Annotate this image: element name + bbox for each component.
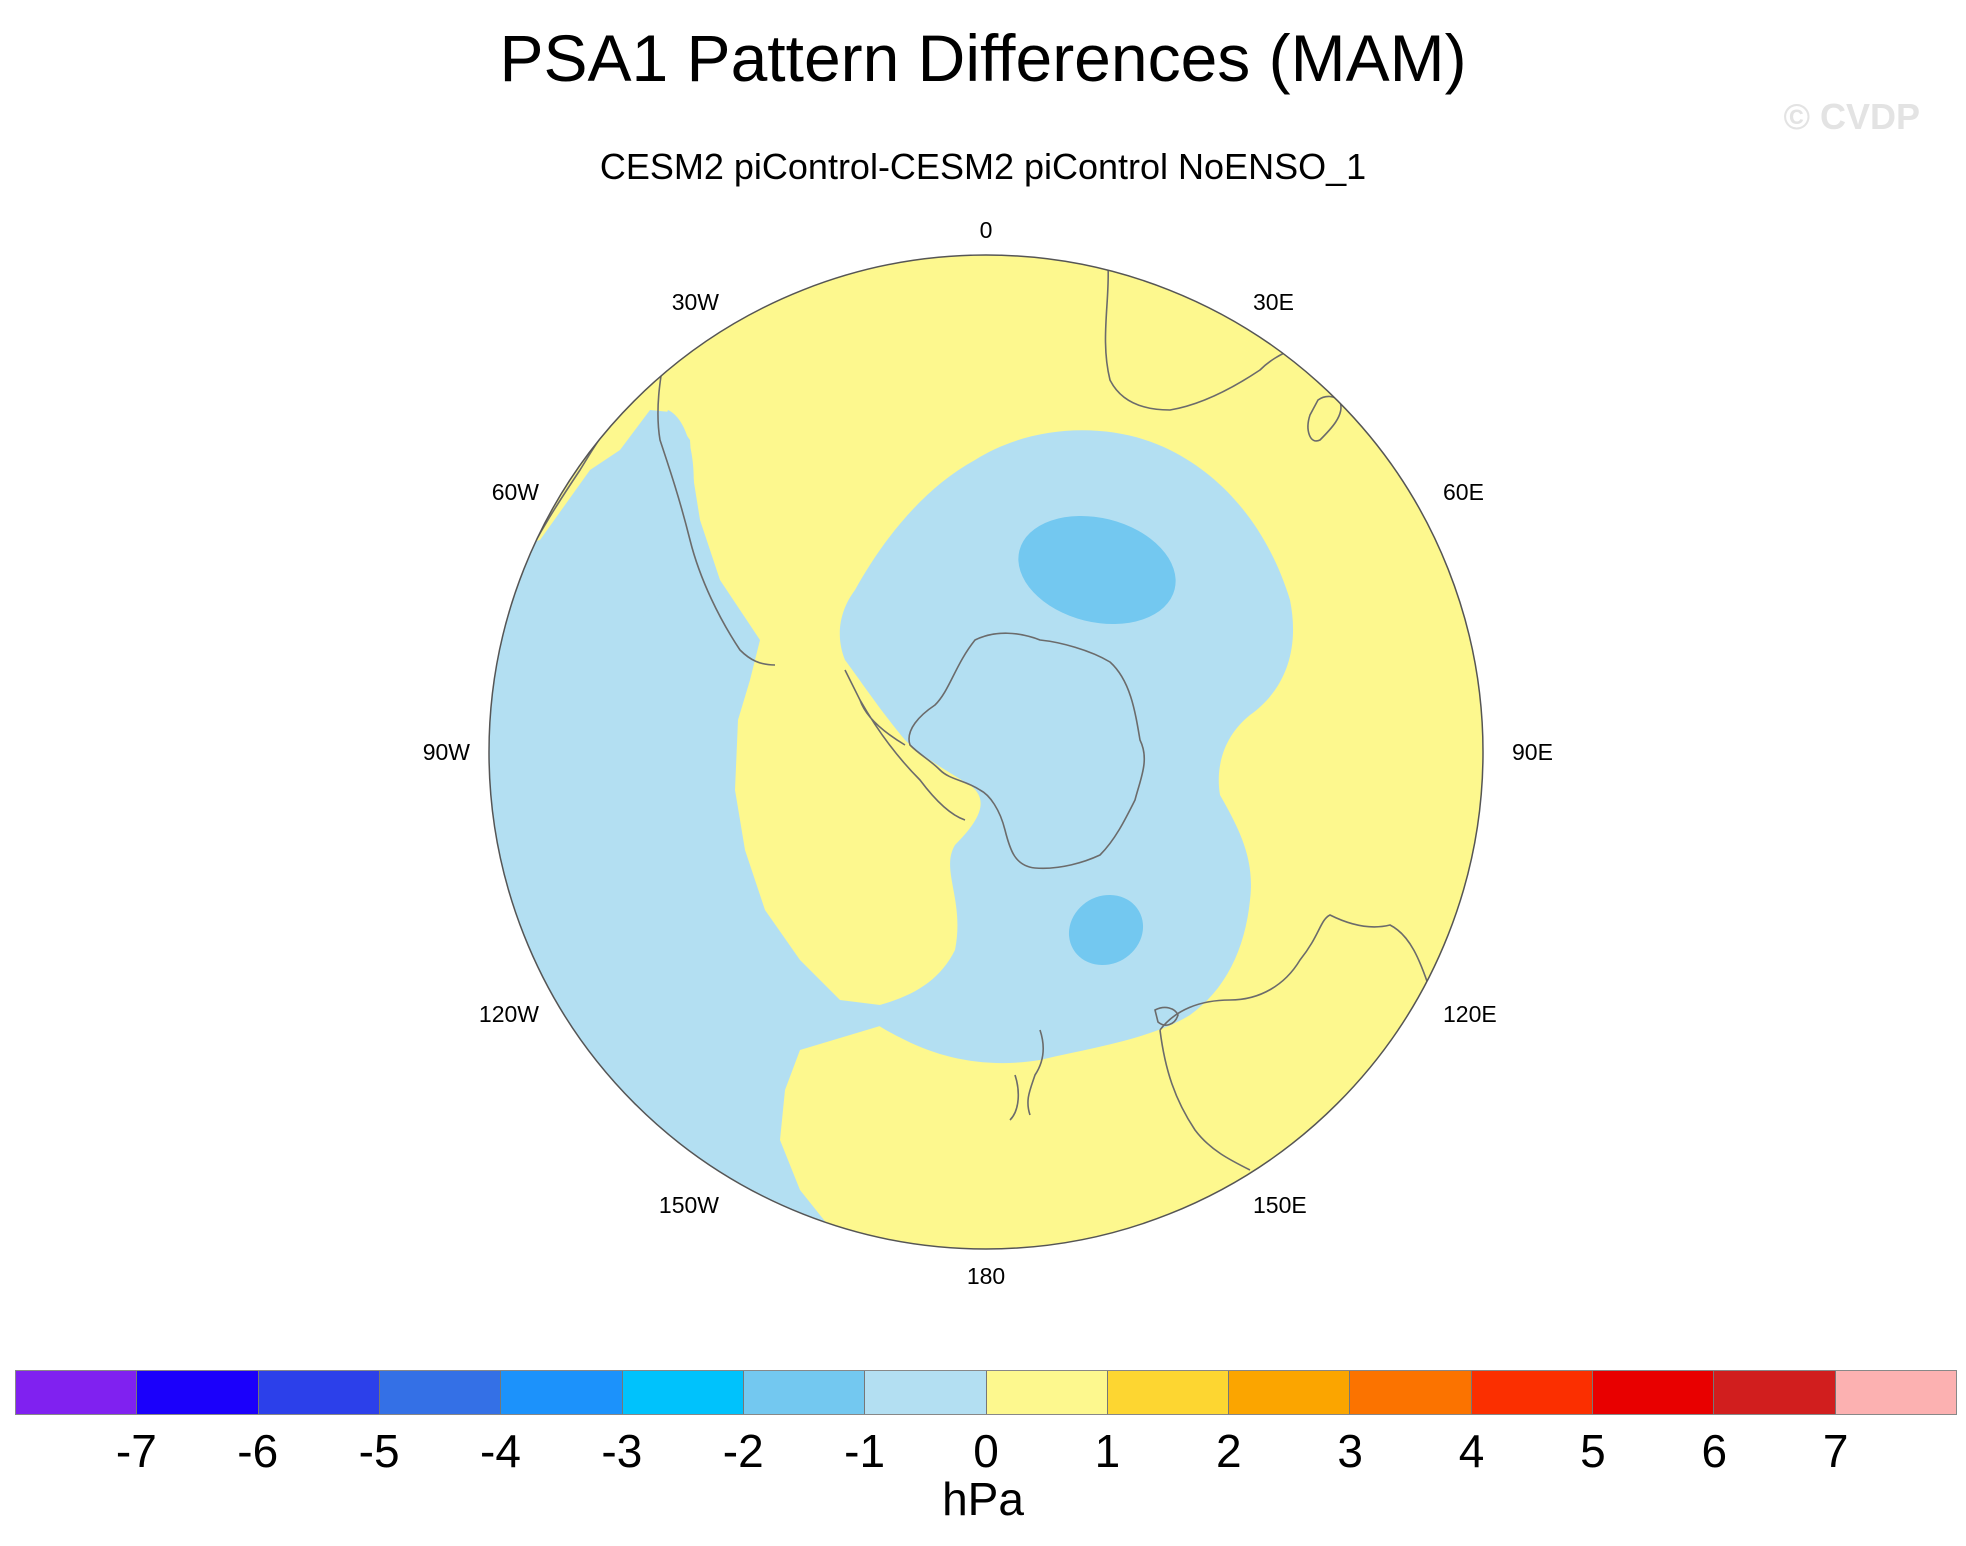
lon-label-0: 0 [980, 217, 993, 243]
africa-coast [1104, 264, 1291, 411]
colorbar-box [1229, 1371, 1351, 1414]
colorbar-tick: -3 [601, 1425, 643, 1477]
colorbar-tick: 4 [1458, 1425, 1485, 1477]
lon-label-150w: 150W [659, 1192, 719, 1218]
madagascar-coast [1307, 395, 1342, 442]
polar-map: 0 30E 60E 90E 120E 150E 180 150W 120W 90… [423, 217, 1553, 1289]
antarctica-coast [908, 632, 1146, 870]
colorbar-box [1835, 1371, 1956, 1414]
plot-subtitle: CESM2 piControl-CESM2 piControl NoENSO_1 [599, 146, 1367, 187]
lon-label-90e: 90E [1512, 739, 1553, 765]
colorbar-tick: 5 [1580, 1425, 1606, 1477]
colorbar-tick: 1 [1094, 1425, 1121, 1477]
colorbar-box [258, 1371, 380, 1414]
colorbar-box [16, 1371, 138, 1414]
colorbar-tick: 2 [1215, 1425, 1242, 1477]
colorbar-box [743, 1371, 866, 1414]
antarctic-peninsula [844, 669, 966, 821]
colorbar-tick: -4 [480, 1425, 521, 1477]
lon-label-120w: 120W [479, 1001, 539, 1027]
colorbar-box [1107, 1371, 1230, 1414]
colorbar-box [865, 1371, 987, 1414]
colorbar-box [137, 1371, 259, 1414]
lon-label-90w: 90W [423, 739, 471, 765]
colorbar [15, 1370, 1957, 1415]
colorbar-ticks: -7 -6 -5 -4 -3 -2 -1 0 1 2 3 4 5 6 7 [0, 1424, 1966, 1484]
colorbar-box [1593, 1371, 1715, 1414]
tasmania-coast [1154, 1006, 1179, 1026]
colorbar-tick: 7 [1822, 1425, 1849, 1477]
cvdp-watermark: © CVDP [1783, 96, 1920, 137]
lon-label-180: 180 [967, 1263, 1005, 1289]
colorbar-units: hPa [942, 1473, 1024, 1525]
colorbar-box [622, 1371, 744, 1414]
longitude-labels: 0 30E 60E 90E 120E 150E 180 150W 120W 90… [423, 217, 1553, 1289]
colorbar-box [1714, 1371, 1836, 1414]
colorbar-box [501, 1371, 623, 1414]
colorbar-box [379, 1371, 502, 1414]
plot-title: PSA1 Pattern Differences (MAM) [499, 21, 1467, 95]
lon-label-120e: 120E [1443, 1001, 1497, 1027]
field-negative-central [839, 430, 1294, 1064]
field-negative-strong-east [1018, 515, 1176, 625]
colorbar-box [986, 1371, 1108, 1414]
lon-label-60e: 60E [1443, 479, 1484, 505]
colorbar-box [1350, 1371, 1472, 1414]
new-zealand-coast [1009, 1029, 1045, 1121]
lon-label-30w: 30W [672, 289, 720, 315]
colorbar-box [1471, 1371, 1594, 1414]
colorbar-tick: -2 [722, 1425, 764, 1477]
map-border [488, 254, 1484, 1250]
field-negative-strong-south [1068, 894, 1144, 966]
field-layer [489, 255, 1483, 1249]
colorbar-tick: -1 [844, 1425, 886, 1477]
colorbar-tick: 3 [1337, 1425, 1363, 1477]
colorbar-tick: -5 [358, 1425, 400, 1477]
colorbar-tick: 0 [973, 1425, 999, 1477]
field-negative-northwest [540, 410, 694, 620]
lon-label-150e: 150E [1253, 1192, 1307, 1218]
lon-label-30e: 30E [1253, 289, 1294, 315]
lon-label-60w: 60W [492, 479, 540, 505]
colorbar-tick: -7 [115, 1425, 157, 1477]
australia-coast [1159, 914, 1431, 1171]
colorbar-tick: 6 [1701, 1425, 1728, 1477]
colorbar-tick: -6 [237, 1425, 279, 1477]
